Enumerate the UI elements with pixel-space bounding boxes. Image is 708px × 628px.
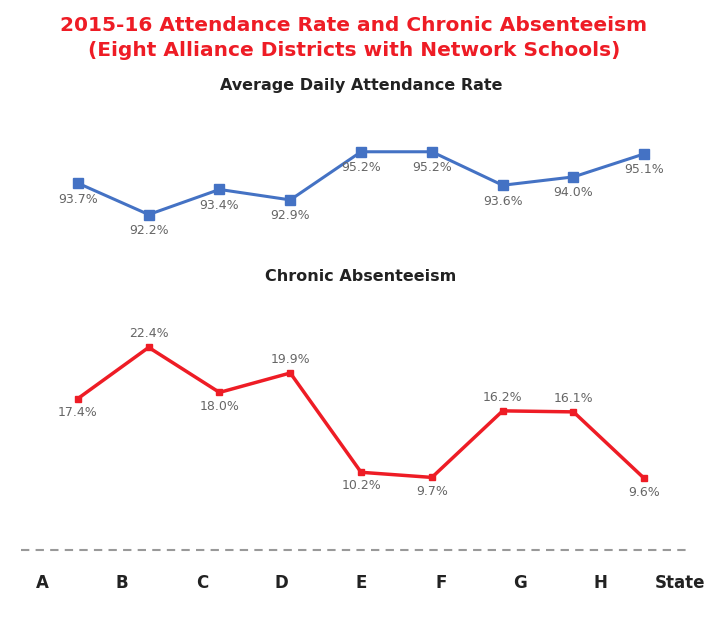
Title: Chronic Absenteeism: Chronic Absenteeism <box>266 269 457 284</box>
Text: 16.1%: 16.1% <box>554 392 593 404</box>
Text: 17.4%: 17.4% <box>58 406 98 419</box>
Text: 9.7%: 9.7% <box>416 485 448 497</box>
Text: H: H <box>593 574 607 592</box>
Text: 93.4%: 93.4% <box>200 199 239 212</box>
Text: 18.0%: 18.0% <box>200 399 239 413</box>
Text: 9.6%: 9.6% <box>629 485 660 499</box>
Text: B: B <box>116 574 128 592</box>
Text: F: F <box>435 574 447 592</box>
Title: Average Daily Attendance Rate: Average Daily Attendance Rate <box>219 78 503 93</box>
Text: 19.9%: 19.9% <box>270 353 310 365</box>
Text: 92.2%: 92.2% <box>129 224 169 237</box>
Text: D: D <box>275 574 288 592</box>
Text: G: G <box>513 574 527 592</box>
Text: 93.6%: 93.6% <box>483 195 523 208</box>
Text: E: E <box>355 574 367 592</box>
Text: C: C <box>195 574 208 592</box>
Text: 16.2%: 16.2% <box>483 391 523 404</box>
Text: A: A <box>36 574 49 592</box>
Text: (Eight Alliance Districts with Network Schools): (Eight Alliance Districts with Network S… <box>88 41 620 60</box>
Text: 92.9%: 92.9% <box>270 209 310 222</box>
Text: 2015-16 Attendance Rate and Chronic Absenteeism: 2015-16 Attendance Rate and Chronic Abse… <box>60 16 648 35</box>
Text: 22.4%: 22.4% <box>129 327 169 340</box>
Text: 95.1%: 95.1% <box>624 163 664 176</box>
Text: State: State <box>654 574 705 592</box>
Text: 93.7%: 93.7% <box>58 193 98 205</box>
Text: 10.2%: 10.2% <box>341 479 381 492</box>
Text: 94.0%: 94.0% <box>554 187 593 199</box>
Text: 95.2%: 95.2% <box>412 161 452 174</box>
Text: 95.2%: 95.2% <box>341 161 381 174</box>
